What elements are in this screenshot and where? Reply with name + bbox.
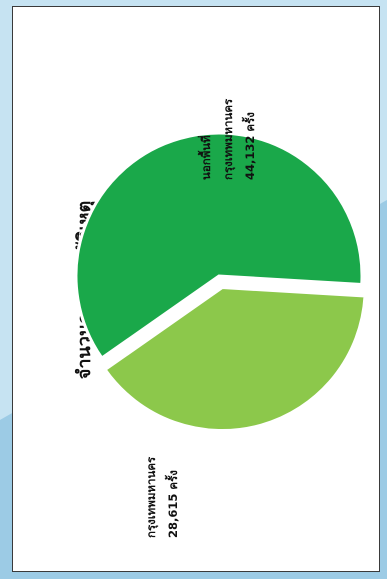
- label-bangkok: กรุงเทพมหานคร 28,615 ครั้ง: [140, 457, 184, 538]
- label-outside-bangkok-value: 44,132 ครั้ง: [243, 112, 257, 180]
- label-outside-bangkok: นอกพื้นที่ กรุงเทพมหานคร 44,132 ครั้ง: [195, 99, 261, 180]
- chart-card: จำนวนการเกิดอุบัติเหตุ นอกพื้นที่ กรุงเท…: [12, 6, 380, 572]
- label-bangkok-line1: กรุงเทพมหานคร: [144, 456, 158, 538]
- pie-slice-0: [74, 131, 364, 361]
- label-outside-bangkok-line2: กรุงเทพมหานคร: [221, 98, 235, 180]
- label-outside-bangkok-line1: นอกพื้นที่: [199, 135, 213, 180]
- pie-chart: [74, 131, 367, 433]
- chart-area: จำนวนการเกิดอุบัติเหตุ นอกพื้นที่ กรุงเท…: [13, 7, 381, 573]
- label-bangkok-value: 28,615 ครั้ง: [166, 470, 180, 538]
- pie-slice-1: [103, 286, 367, 433]
